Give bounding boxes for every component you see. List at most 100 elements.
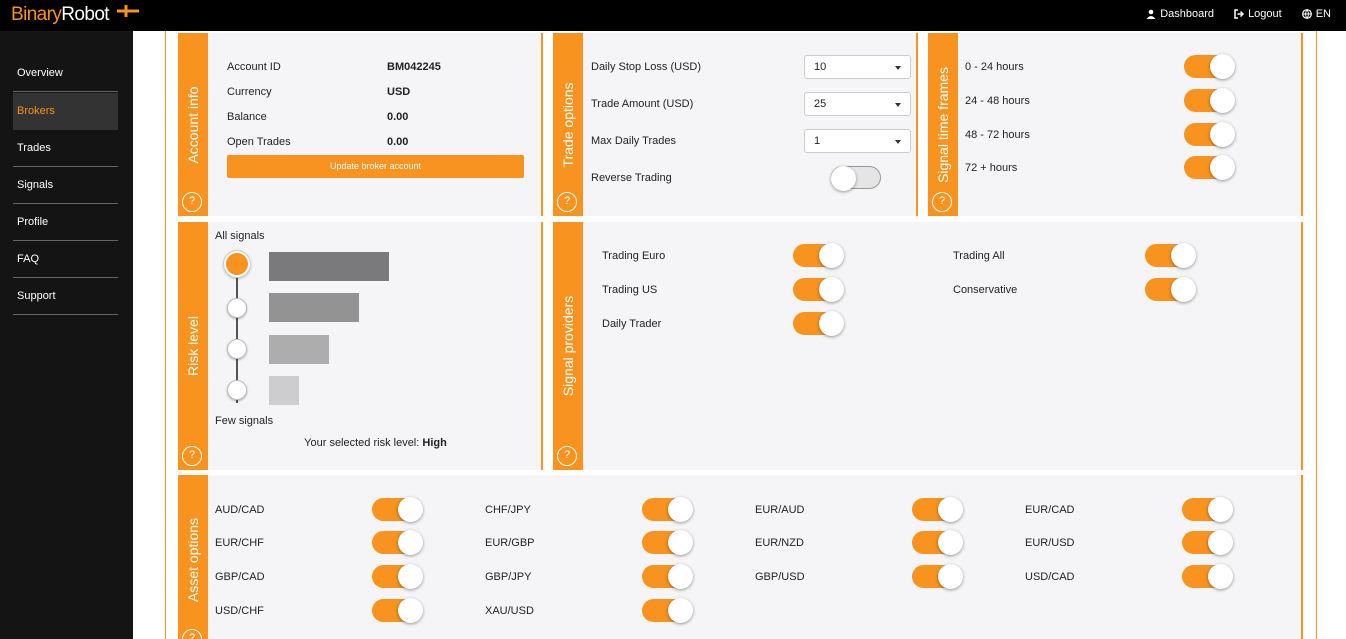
- provider-toggle[interactable]: [1145, 277, 1196, 302]
- panel-divider: [916, 33, 918, 216]
- risk-selected-value: High: [422, 437, 447, 449]
- sidebar-item-support[interactable]: Support: [13, 278, 118, 315]
- trade-options-panel: Trade options ? Daily Stop Loss (USD) 10…: [553, 33, 918, 216]
- asset-toggle[interactable]: [372, 598, 423, 623]
- trade-amount-value: 25: [814, 98, 827, 110]
- asset-label: USD/CAD: [1025, 571, 1075, 583]
- logout-link[interactable]: Logout: [1234, 8, 1282, 20]
- toggle-knob: [668, 530, 693, 555]
- toggle-knob: [668, 598, 693, 623]
- asset-label: GBP/JPY: [485, 571, 532, 583]
- language-selector[interactable]: EN: [1301, 8, 1331, 20]
- risk-handle-minimal[interactable]: [227, 380, 247, 400]
- timeframe-toggle[interactable]: [1184, 122, 1235, 147]
- sidebar-item-overview[interactable]: Overview: [13, 55, 118, 92]
- risk-handle-low[interactable]: [227, 339, 247, 359]
- asset-options-tab: Asset options ?: [178, 475, 208, 639]
- toggle-knob: [668, 564, 693, 589]
- asset-toggle[interactable]: [642, 598, 693, 623]
- logo-text-robot: Robot: [61, 4, 109, 25]
- risk-bar-low: [269, 335, 329, 364]
- risk-bar-medium: [269, 293, 359, 322]
- risk-selected-prefix: Your selected risk level:: [304, 437, 420, 449]
- sidebar-item-label: Profile: [17, 216, 49, 228]
- asset-toggle[interactable]: [642, 497, 693, 522]
- top-nav: Dashboard Logout EN: [1146, 8, 1331, 20]
- asset-toggle[interactable]: [912, 530, 963, 555]
- timeframe-label: 72 + hours: [965, 162, 1018, 174]
- toggle-knob: [398, 564, 423, 589]
- logo[interactable]: BinaryRobot: [11, 4, 139, 26]
- timeframe-toggle[interactable]: [1184, 88, 1235, 113]
- risk-bottom-label: Few signals: [215, 415, 274, 427]
- panel-divider: [1301, 222, 1303, 470]
- asset-label: EUR/GBP: [485, 537, 535, 549]
- asset-toggle[interactable]: [1182, 497, 1233, 522]
- asset-label: CHF/JPY: [485, 504, 531, 516]
- trade-options-title: Trade options: [560, 81, 576, 168]
- sidebar-item-signals[interactable]: Signals: [13, 167, 118, 204]
- help-icon[interactable]: ?: [182, 446, 202, 466]
- sidebar-item-faq[interactable]: FAQ: [13, 241, 118, 278]
- logo-plus-icon: [117, 5, 139, 17]
- help-icon[interactable]: ?: [557, 446, 577, 466]
- provider-toggle[interactable]: [793, 311, 844, 336]
- risk-bar-high: [269, 252, 389, 281]
- dashboard-label: Dashboard: [1160, 8, 1215, 20]
- provider-toggle[interactable]: [793, 277, 844, 302]
- provider-toggle[interactable]: [1145, 243, 1196, 268]
- toggle-knob: [1210, 88, 1235, 113]
- panel-divider: [1301, 475, 1303, 639]
- asset-label: XAU/USD: [485, 605, 534, 617]
- sidebar-item-label: Trades: [17, 142, 51, 154]
- asset-toggle[interactable]: [372, 497, 423, 522]
- toggle-knob: [938, 530, 963, 555]
- help-icon[interactable]: ?: [557, 192, 577, 212]
- risk-handle-medium[interactable]: [227, 298, 247, 318]
- asset-toggle[interactable]: [1182, 564, 1233, 589]
- asset-label: AUD/CAD: [215, 504, 265, 516]
- update-broker-button[interactable]: Update broker account: [227, 155, 524, 178]
- sidebar-item-label: Overview: [17, 67, 63, 79]
- max-trades-select[interactable]: 1: [804, 129, 911, 153]
- panel-divider: [541, 222, 543, 470]
- asset-toggle[interactable]: [642, 564, 693, 589]
- balance-value: 0.00: [387, 111, 409, 123]
- risk-handle-high[interactable]: [224, 251, 250, 277]
- help-icon[interactable]: ?: [932, 192, 952, 212]
- timeframe-toggle[interactable]: [1184, 54, 1235, 79]
- panel-divider: [541, 33, 543, 216]
- max-trades-label: Max Daily Trades: [591, 135, 676, 147]
- sidebar-item-profile[interactable]: Profile: [13, 204, 118, 241]
- asset-toggle[interactable]: [642, 530, 693, 555]
- help-icon[interactable]: ?: [182, 192, 202, 212]
- help-icon[interactable]: ?: [182, 629, 202, 639]
- provider-label: Conservative: [953, 284, 1018, 296]
- timeframe-toggle[interactable]: [1184, 155, 1235, 180]
- asset-toggle[interactable]: [372, 530, 423, 555]
- signal-providers-title: Signal providers: [560, 295, 576, 397]
- toggle-knob: [819, 243, 844, 268]
- account-info-title: Account info: [185, 85, 201, 164]
- sidebar-item-brokers[interactable]: Brokers: [13, 93, 118, 130]
- provider-toggle[interactable]: [793, 243, 844, 268]
- stop-loss-select[interactable]: 10: [804, 55, 911, 79]
- max-trades-value: 1: [814, 135, 821, 147]
- timeframe-label: 0 - 24 hours: [965, 61, 1024, 73]
- asset-toggle[interactable]: [912, 497, 963, 522]
- asset-label: EUR/USD: [1025, 537, 1075, 549]
- sidebar-item-trades[interactable]: Trades: [13, 130, 118, 167]
- reverse-trading-toggle[interactable]: [831, 166, 881, 191]
- toggle-knob: [831, 166, 856, 191]
- asset-label: EUR/CAD: [1025, 504, 1075, 516]
- dashboard-link[interactable]: Dashboard: [1146, 8, 1214, 20]
- asset-label: EUR/AUD: [755, 504, 805, 516]
- risk-slider-track[interactable]: [236, 264, 238, 403]
- asset-toggle[interactable]: [912, 564, 963, 589]
- signal-providers-tab: Signal providers ?: [553, 222, 583, 470]
- asset-toggle[interactable]: [372, 564, 423, 589]
- toggle-knob: [1171, 243, 1196, 268]
- toggle-knob: [1208, 564, 1233, 589]
- trade-amount-select[interactable]: 25: [804, 92, 911, 116]
- asset-toggle[interactable]: [1182, 530, 1233, 555]
